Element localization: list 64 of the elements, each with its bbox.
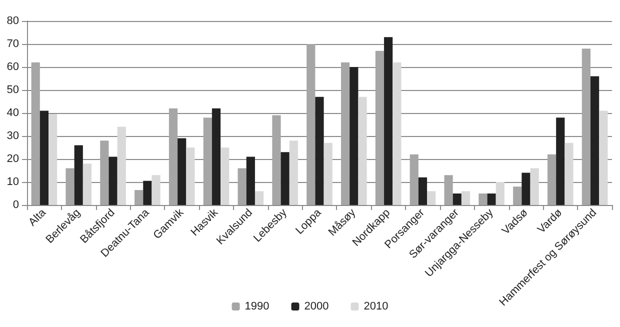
- y-tick-label: 80: [6, 15, 19, 27]
- bar: [461, 191, 470, 205]
- bar: [410, 154, 418, 205]
- bar: [375, 50, 384, 205]
- bar: [74, 145, 83, 205]
- bar: [478, 194, 488, 205]
- bar: [108, 156, 118, 205]
- legend-label: 2010: [364, 300, 388, 312]
- bar: [246, 156, 255, 205]
- bar: [134, 190, 144, 205]
- y-tick-label: 70: [6, 38, 19, 50]
- bar: [324, 142, 332, 205]
- bar: [513, 186, 522, 205]
- bar: [178, 138, 186, 205]
- bar: [556, 118, 565, 205]
- y-tick-label: 20: [6, 153, 19, 165]
- bar: [238, 168, 246, 205]
- y-tick-label: 0: [12, 199, 19, 211]
- bar: [40, 110, 49, 205]
- bar: [418, 177, 428, 205]
- y-tick-label: 40: [6, 107, 19, 119]
- bar: [590, 76, 600, 205]
- bar: [341, 62, 350, 205]
- bar: [444, 175, 453, 205]
- y-tick-label: 50: [6, 84, 19, 96]
- bar: [496, 182, 504, 205]
- bar: [48, 114, 58, 205]
- bar: [203, 118, 212, 205]
- bar: [220, 148, 230, 205]
- y-tick-label: 60: [6, 61, 19, 73]
- bar: [280, 152, 290, 205]
- bar: [143, 180, 152, 205]
- bar: [117, 126, 126, 205]
- bar: [315, 96, 324, 205]
- y-tick-label: 30: [6, 130, 19, 142]
- bar: [272, 115, 281, 205]
- bar: [384, 37, 393, 205]
- legend-label: 1990: [244, 300, 270, 312]
- bar: [306, 44, 316, 205]
- bar: [254, 191, 264, 205]
- bar: [289, 140, 298, 205]
- bar: [452, 194, 462, 205]
- y-tick-label: 10: [6, 176, 19, 188]
- bar: [530, 168, 539, 205]
- legend-label: 2000: [304, 300, 329, 312]
- bar: [31, 62, 40, 205]
- bar: [152, 175, 160, 205]
- bar: [582, 48, 590, 205]
- bar: [522, 172, 530, 205]
- bar: [350, 67, 358, 205]
- bar: [358, 96, 367, 205]
- bar: [547, 154, 556, 205]
- bar: [564, 142, 574, 205]
- bar: [392, 62, 402, 205]
- bar: [487, 194, 496, 205]
- bar: [212, 108, 221, 205]
- bar: [82, 164, 92, 205]
- bar: [427, 191, 436, 205]
- bar: [66, 168, 74, 205]
- bar: [168, 108, 178, 205]
- bar: [186, 148, 195, 205]
- x-tick-label: Alta: [26, 206, 50, 229]
- bar: [100, 140, 109, 205]
- bar: [599, 110, 608, 205]
